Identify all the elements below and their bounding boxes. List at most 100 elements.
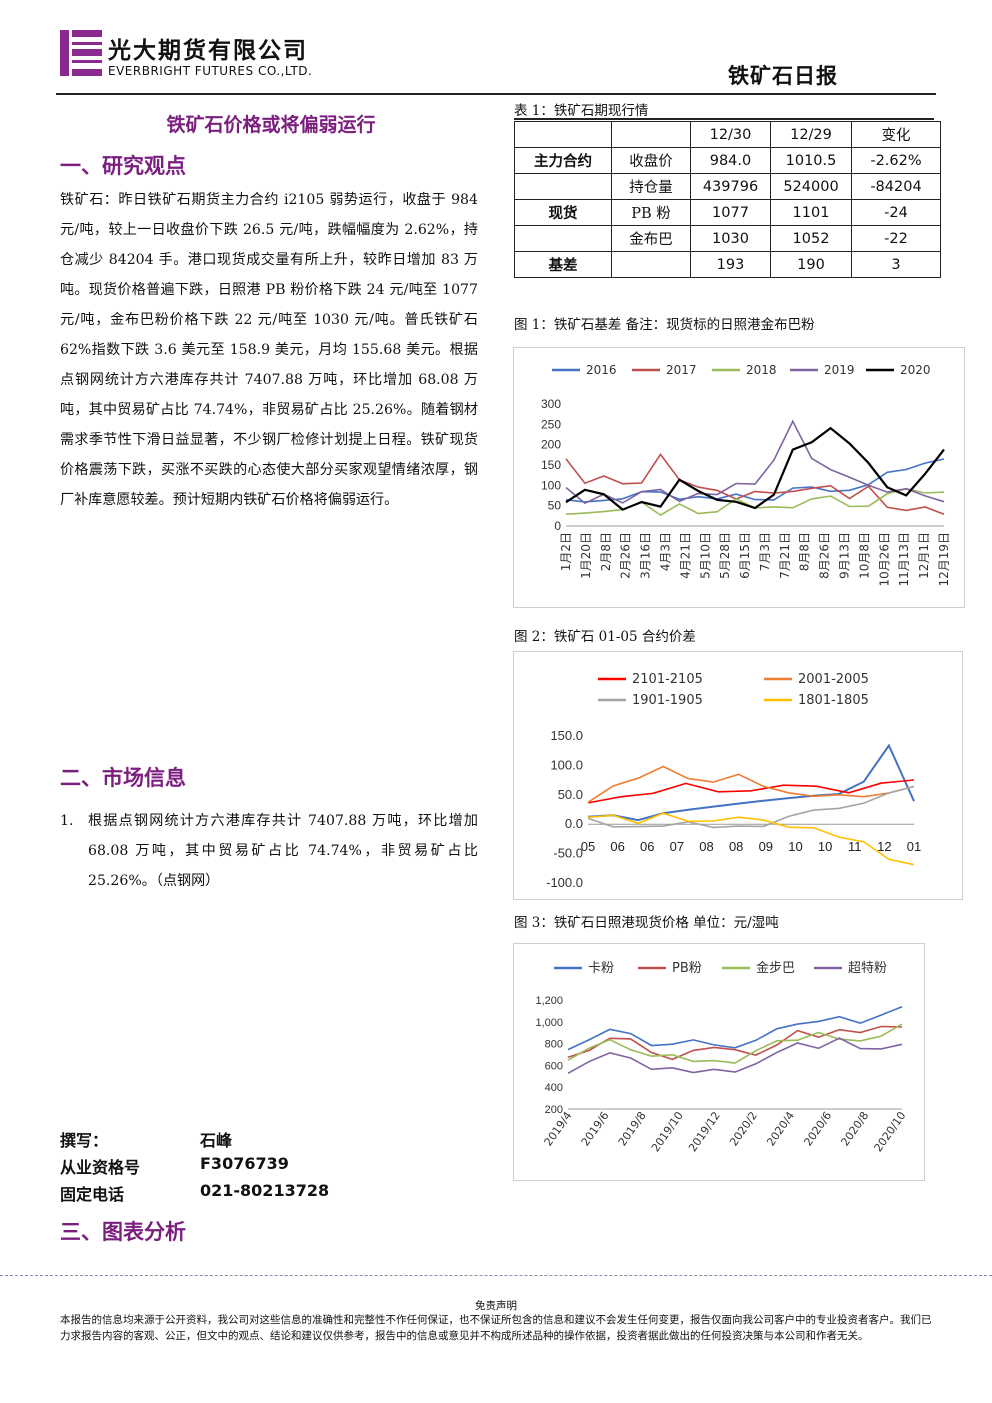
x-tick-label: 3月16日 [639,532,653,579]
chart-basis: 300 250 200 150 100 50 0 1月2日 1月20日 2月8日 2月26日 3月16… [513,347,965,608]
x-tick-label: 10月26日 [877,532,891,587]
table-row: 持仓量 439796 524000 -84204 [514,173,941,200]
x-tick-label: 12月19日 [937,532,951,587]
cert-row: 从业资格号 F3076739 [60,1154,289,1178]
row-name: 持仓量 [611,173,691,200]
y-tick-label: 300 [541,397,561,411]
series-line [587,812,915,866]
section-title-research: 一、研究观点 [60,153,186,178]
row-change: 3 [851,251,941,278]
x-tick-label: 07 [670,839,684,854]
row-group: 基差 [514,251,612,278]
y-tick-label: -100.0 [546,875,583,890]
legend-label: PB粉 [672,961,702,976]
row-value-2: 190 [770,251,852,278]
header-change: 变化 [851,121,941,148]
x-tick-label: 2019/12 [686,1109,723,1154]
series-line [587,743,915,822]
x-tick-label: 6月15日 [738,532,752,579]
market-info-item: 1. 根据点钢网统计方六港库存共计 7407.88 万吨，环比增加 68.08 … [60,806,478,896]
table-header-row: 12/30 12/29 变化 [514,121,941,148]
fig3-caption: 图 3：铁矿石日照港现货价格 单位：元/湿吨 [514,915,779,931]
chart-spot: 1,200 1,000 800 600 400 200 2019/4 2019/6 2019/8… [513,943,925,1181]
company-name-en: EVERBRIGHT FUTURES CO.,LTD. [108,64,313,78]
disclaimer-title: 免责声明 [475,1300,517,1312]
row-name: PB 粉 [611,199,691,226]
company-logo [60,30,102,76]
header-date-2: 12/29 [770,121,852,148]
x-tick-label: 9月13日 [838,532,852,579]
y-tick-label: 800 [545,1039,563,1051]
series-line [565,419,945,505]
x-tick-label: 2019/6 [579,1109,612,1148]
y-tick-label: -50.0 [553,846,583,861]
x-tick-label: 05 [581,839,595,854]
company-name-cn: 光大期货有限公司 [108,38,308,64]
row-value-2: 1052 [770,225,852,252]
cert-number: F3076739 [200,1154,289,1173]
row-value-2: 1010.5 [770,147,852,174]
row-group: 现货 [514,199,612,226]
x-tick-label: 5月10日 [698,532,712,579]
legend-label: 2001-2005 [798,672,869,687]
y-tick-label: 400 [545,1082,563,1094]
row-name [611,251,691,278]
series-line [567,1005,903,1051]
x-tick-label: 08 [729,839,743,854]
row-name: 收盘价 [611,147,691,174]
x-tick-label: 10 [788,839,802,854]
y-tick-label: 100.0 [550,757,583,772]
x-tick-label: 8月8日 [798,532,812,571]
legend-label: 2019 [824,363,855,377]
table-row: 基差 193 190 3 [514,251,941,278]
x-tick-label: 2019/8 [616,1109,649,1148]
legend-label: 2016 [586,363,617,377]
row-value-1: 193 [690,251,771,278]
chart-spread: 150.0 100.0 50.0 0.0 -50.0 -100.0 05 06 06 07 08 08… [513,651,963,900]
row-change: -2.62% [851,147,941,174]
legend-label: 1801-1805 [798,693,869,708]
x-tick-label: 01 [907,839,921,854]
x-tick-label: 7月3日 [758,532,772,571]
row-value-1: 1030 [690,225,771,252]
y-tick-label: 250 [541,417,561,431]
x-tick-label: 10 [818,839,832,854]
legend-label: 1901-1905 [632,693,703,708]
y-tick-label: 1,000 [535,1017,563,1029]
y-tick-label: 0 [554,519,561,533]
legend-label: 金步巴 [756,960,795,976]
x-tick-label: 12 [877,839,891,854]
phone-label: 固定电话 [60,1185,125,1204]
disclaimer-text: 本报告的信息均来源于公开资料，我公司对这些信息的准确性和完整性不作任何保证，也不… [60,1314,932,1342]
legend-label: 2020 [900,363,931,377]
row-name: 金布巴 [611,225,691,252]
header-rule [56,93,936,95]
writer-row: 撰写： 石峰 [60,1127,232,1151]
y-tick-label: 100 [541,478,561,492]
x-tick-label: 1月20日 [579,532,593,579]
row-group [514,225,612,252]
x-tick-label: 2020/10 [872,1109,909,1154]
row-change: -24 [851,199,941,226]
row-value-1: 984.0 [690,147,771,174]
x-tick-label: 1月2日 [559,532,573,571]
x-tick-label: 06 [640,839,654,854]
series-line [587,765,915,803]
fig2-caption: 图 2：铁矿石 01-05 合约价差 [514,629,696,645]
research-paragraph: 铁矿石：昨日铁矿石期货主力合约 i2105 弱势运行，收盘于 984 元/吨，较… [60,192,478,508]
series-line [565,453,945,515]
y-tick-label: 200 [541,438,561,452]
fig1-caption: 图 1：铁矿石基差 备注：现货标的日照港金布巴粉 [514,317,815,333]
y-tick-label: 200 [545,1104,563,1116]
series-line [567,1025,903,1061]
row-group [514,173,612,200]
series-line [565,458,945,503]
x-tick-label: 2020/8 [838,1109,871,1148]
legend-label: 2101-2105 [632,672,703,687]
row-value-2: 1101 [770,199,852,226]
market-info-text: 根据点钢网统计方六港库存共计 7407.88 万吨，环比增加 68.08 万吨，… [88,813,478,889]
series-line [567,1037,903,1074]
y-tick-label: 50 [548,499,562,513]
